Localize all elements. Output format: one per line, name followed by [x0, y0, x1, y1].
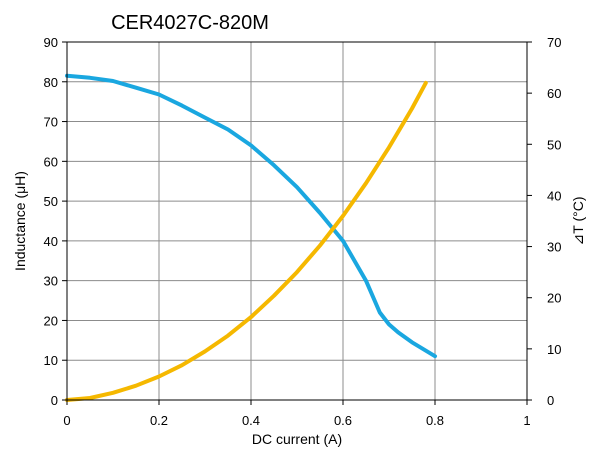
y2-tick-label: 0 — [547, 393, 554, 408]
y-tick-label: 50 — [44, 194, 58, 209]
x-tick-label: 0.6 — [334, 413, 352, 428]
x-tick-label: 0.2 — [150, 413, 168, 428]
x-tick-label: 0 — [63, 413, 70, 428]
inductance-line — [65, 73, 437, 359]
x-tick-label: 0.8 — [426, 413, 444, 428]
ticks: 0 0.2 0.4 0.6 0.8 101020304050607080900102030… — [44, 35, 562, 428]
y-tick-label: 20 — [44, 313, 58, 328]
y2-tick-label: 50 — [547, 137, 561, 152]
x-tick-label: 0.4 — [242, 413, 260, 428]
x-axis-label: DC current (A) — [252, 431, 342, 447]
y2-axis-label: ⊿T (°C) — [570, 197, 586, 246]
y-tick-label: 10 — [44, 353, 58, 368]
y-tick-label: 80 — [44, 75, 58, 90]
y-tick-label: 70 — [44, 115, 58, 130]
y2-tick-label: 10 — [547, 342, 561, 357]
y-tick-label: 90 — [44, 35, 58, 50]
y2-tick-label: 20 — [547, 291, 561, 306]
y-tick-label: 30 — [44, 274, 58, 289]
y2-tick-label: 40 — [547, 188, 561, 203]
y2-tick-label: 60 — [547, 86, 561, 101]
y2-tick-label: 30 — [547, 240, 561, 255]
y2-tick-label: 70 — [547, 35, 561, 50]
plot-frame — [66, 41, 528, 401]
temperature-rise-line — [65, 80, 428, 402]
chart-title: CER4027C-820M — [111, 12, 269, 34]
y-tick-label: 0 — [51, 393, 58, 408]
grid — [66, 41, 528, 401]
y-axis-label: Inductance (μH) — [12, 171, 28, 271]
y-tick-label: 40 — [44, 234, 58, 249]
x-tick-label: 1 — [523, 413, 530, 428]
y-tick-label: 60 — [44, 154, 58, 169]
series-layer — [65, 73, 437, 402]
